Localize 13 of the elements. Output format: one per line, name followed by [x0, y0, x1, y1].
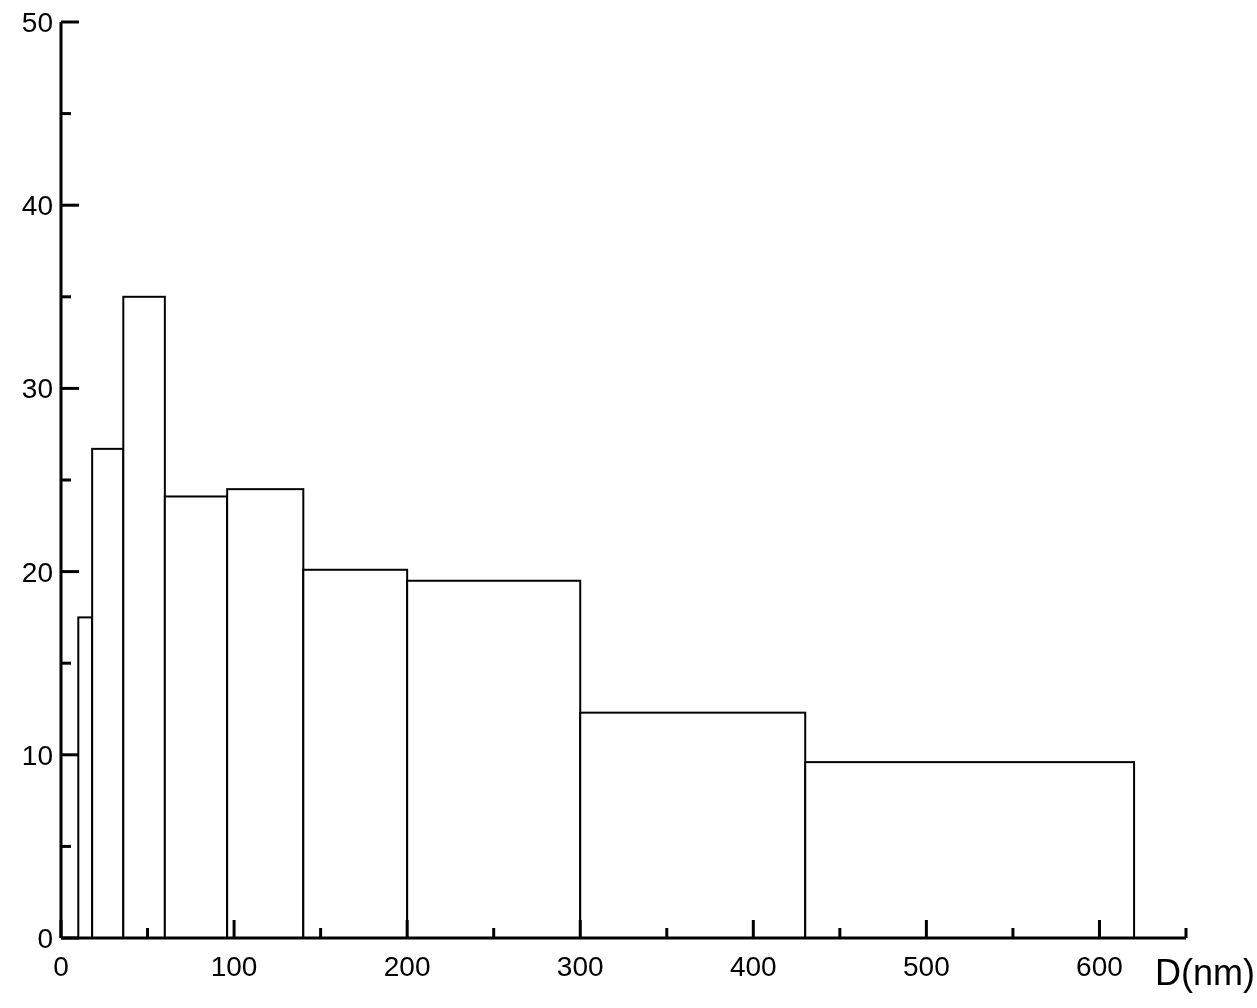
x-axis-title: D(nm) — [1155, 952, 1255, 993]
y-tick-label: 30 — [21, 373, 53, 405]
x-tick-label: 500 — [903, 951, 950, 982]
x-tick-label: 300 — [556, 951, 604, 982]
y-tick-label: 10 — [21, 739, 53, 771]
y-tick-label: 40 — [21, 190, 53, 222]
x-tick-label: 100 — [210, 951, 258, 982]
y-tick-label: 50 — [21, 7, 53, 38]
y-tick-label: 20 — [21, 556, 53, 588]
x-tick-label: 400 — [729, 951, 777, 982]
x-tick-label: 600 — [1076, 951, 1123, 982]
x-tick-label: 200 — [383, 951, 431, 982]
y-tick-label: 0 — [37, 923, 53, 954]
